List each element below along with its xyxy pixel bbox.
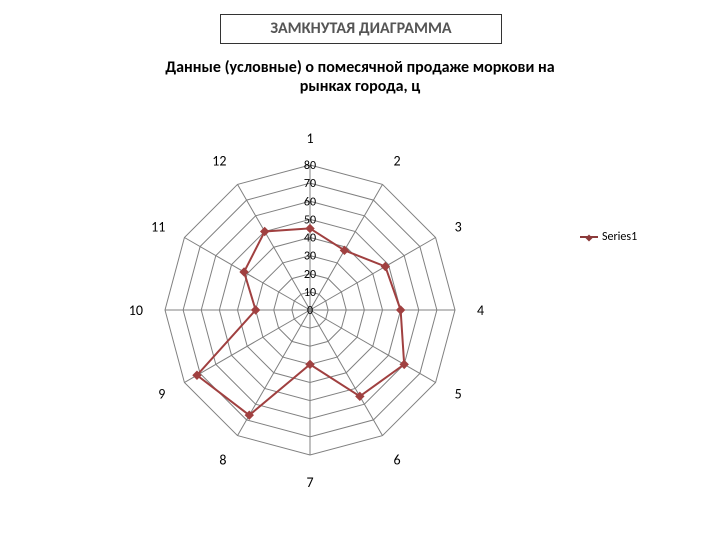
svg-text:2: 2 bbox=[394, 152, 401, 169]
legend-line-icon bbox=[580, 236, 598, 238]
svg-text:70: 70 bbox=[304, 177, 316, 191]
header-box: ЗАМКНУТАЯ ДИАГРАММА bbox=[220, 14, 502, 44]
svg-text:0: 0 bbox=[307, 304, 313, 318]
svg-text:8: 8 bbox=[219, 452, 226, 469]
svg-text:10: 10 bbox=[129, 302, 143, 319]
svg-text:10: 10 bbox=[304, 286, 316, 300]
svg-text:3: 3 bbox=[455, 219, 462, 236]
svg-text:12: 12 bbox=[212, 152, 226, 169]
radar-chart: 01020304050607080123456789101112 bbox=[60, 100, 560, 530]
chart-title-line1: Данные (условные) о помесячной продаже м… bbox=[165, 58, 554, 77]
svg-text:6: 6 bbox=[394, 452, 401, 469]
svg-text:20: 20 bbox=[304, 268, 316, 282]
legend-marker-icon bbox=[585, 234, 592, 241]
svg-text:30: 30 bbox=[304, 250, 316, 264]
svg-text:11: 11 bbox=[151, 219, 165, 236]
svg-text:9: 9 bbox=[158, 386, 165, 403]
chart-title: Данные (условные) о помесячной продаже м… bbox=[0, 58, 720, 96]
svg-text:80: 80 bbox=[304, 159, 316, 173]
legend: Series1 bbox=[580, 230, 637, 244]
svg-text:60: 60 bbox=[304, 195, 316, 209]
svg-text:7: 7 bbox=[306, 474, 313, 491]
svg-text:40: 40 bbox=[304, 232, 316, 246]
svg-text:5: 5 bbox=[455, 386, 462, 403]
svg-text:4: 4 bbox=[477, 302, 484, 319]
svg-text:1: 1 bbox=[306, 130, 313, 147]
chart-title-line2: рынках города, ц bbox=[300, 77, 420, 96]
legend-label: Series1 bbox=[602, 230, 637, 244]
header-text: ЗАМКНУТАЯ ДИАГРАММА bbox=[270, 19, 451, 38]
